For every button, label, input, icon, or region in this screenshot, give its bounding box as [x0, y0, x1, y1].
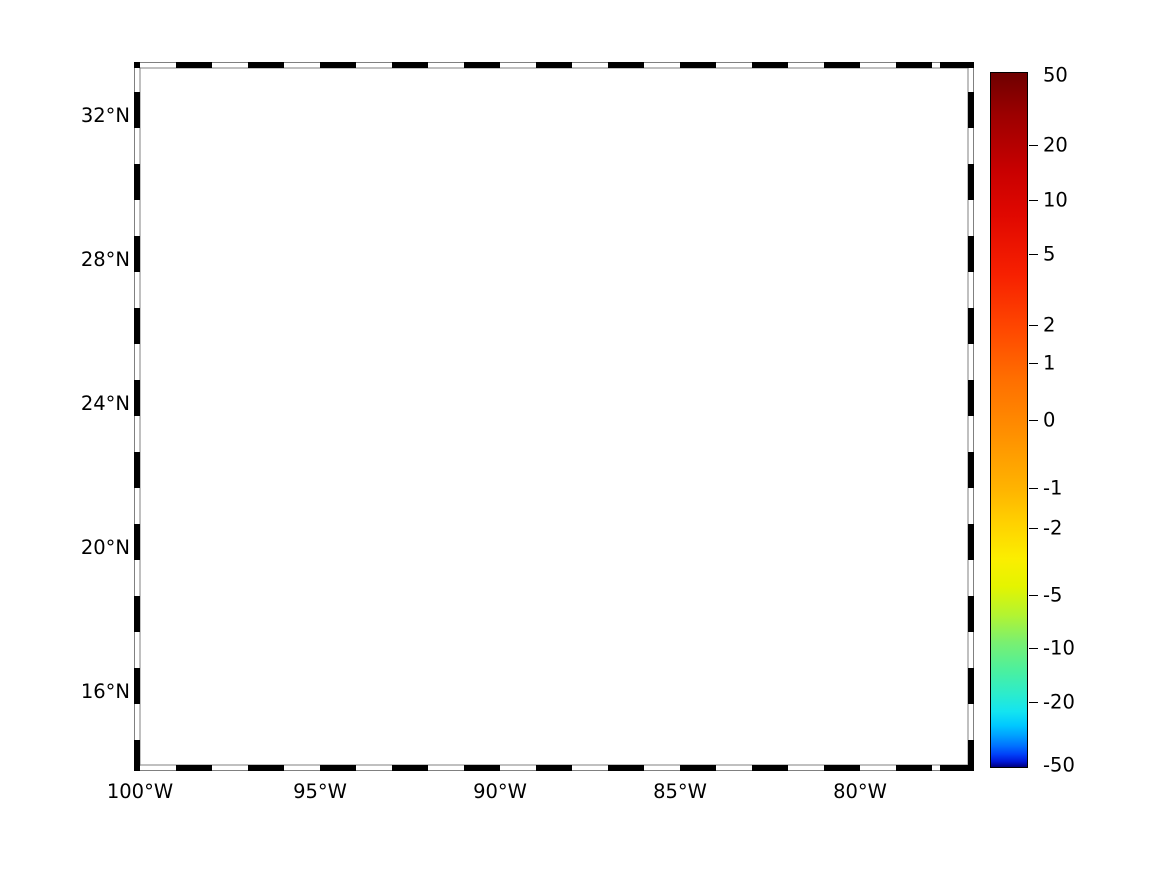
colorbar-tick-2 [1029, 325, 1038, 326]
colorbar-label-neg2: -2 [1043, 516, 1063, 540]
map-clip-region [140, 68, 968, 765]
y-tick-label-28N: 28°N [80, 248, 130, 271]
sst-anomaly-heatmap [140, 68, 968, 765]
colorbar-label-neg50: -50 [1043, 753, 1075, 777]
colorbar-label-10: 10 [1043, 188, 1068, 212]
colorbar-label-1: 1 [1043, 351, 1056, 375]
x-tick-label-100W: 100°W [106, 780, 174, 803]
y-tick-label-20N: 20°N [80, 536, 130, 559]
colorbar-tick-20 [1029, 145, 1038, 146]
colorbar-label-neg1: -1 [1043, 476, 1063, 500]
colorbar-tick-neg2 [1029, 528, 1038, 529]
colorbar-label-50: 50 [1043, 63, 1068, 87]
colorbar-tick-10 [1029, 200, 1038, 201]
colorbar-label-neg10: -10 [1043, 636, 1075, 660]
colorbar-gradient [991, 73, 1027, 767]
colorbar[interactable] [990, 72, 1028, 768]
y-tick-label-16N: 16°N [80, 680, 130, 703]
colorbar-tick-1 [1029, 363, 1038, 364]
colorbar-label-20: 20 [1043, 133, 1068, 157]
colorbar-label-neg5: -5 [1043, 583, 1063, 607]
colorbar-tick-neg5 [1029, 595, 1038, 596]
y-tick-label-32N: 32°N [80, 104, 130, 127]
x-tick-label-85W: 85°W [653, 780, 707, 803]
x-tick-label-95W: 95°W [293, 780, 347, 803]
x-tick-label-90W: 90°W [473, 780, 527, 803]
colorbar-tick-5 [1029, 254, 1038, 255]
colorbar-label-2: 2 [1043, 313, 1056, 337]
colorbar-tick-neg20 [1029, 702, 1038, 703]
y-tick-label-24N: 24°N [80, 392, 130, 415]
colorbar-label-0: 0 [1043, 408, 1056, 432]
colorbar-label-neg20: -20 [1043, 690, 1075, 714]
x-tick-label-80W: 80°W [833, 780, 887, 803]
colorbar-label-5: 5 [1043, 242, 1056, 266]
map-axes[interactable] [140, 68, 968, 765]
colorbar-tick-0 [1029, 420, 1038, 421]
colorbar-tick-neg1 [1029, 488, 1038, 489]
colorbar-tick-neg10 [1029, 648, 1038, 649]
